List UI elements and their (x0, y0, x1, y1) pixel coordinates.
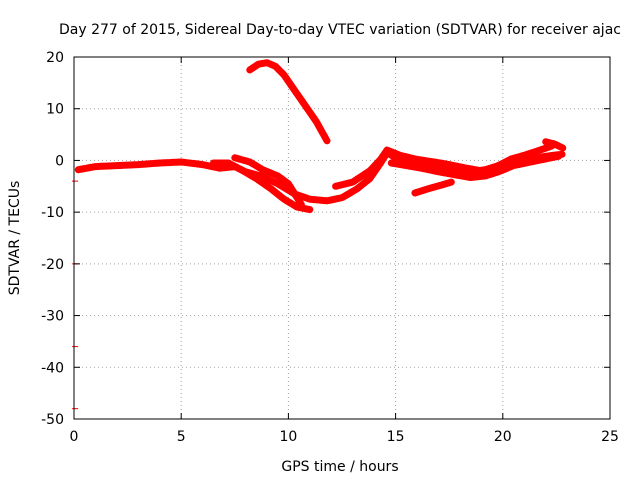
y-tick-label: 10 (46, 102, 64, 118)
x-axis-label: GPS time / hours (281, 459, 398, 475)
axis-ticks: 0 5 10 15 20 25 20 10 0 -10 -20 -30 -40 -50 (41, 50, 619, 445)
series-core-track-loop (233, 156, 303, 206)
y-tick-label: 0 (55, 153, 64, 169)
y-tick-label: 20 (46, 50, 64, 66)
x-tick-label: 5 (177, 429, 186, 445)
x-tick-label: 20 (494, 429, 512, 445)
series-core-track-upper (334, 144, 554, 188)
series-core-track-short (413, 180, 453, 195)
y-tick-label: -50 (41, 412, 64, 428)
x-tick-label: 15 (387, 429, 405, 445)
x-tick-label: 0 (70, 429, 79, 445)
series-layer (72, 59, 567, 410)
grid (74, 57, 610, 419)
plot-frame (73, 56, 611, 420)
y-tick-label: -20 (41, 257, 64, 273)
series-core-track-arc (248, 61, 329, 143)
y-tick-label: -40 (41, 360, 64, 376)
series-core-track-dip (211, 161, 312, 212)
x-tick-label: 10 (279, 429, 297, 445)
y-tick-label: -30 (41, 309, 64, 325)
series-core-track-lower (389, 154, 560, 179)
series-core-track-end (544, 140, 565, 150)
chart-title: Day 277 of 2015, Sidereal Day-to-day VTE… (59, 22, 621, 38)
y-tick-label: -10 (41, 205, 64, 221)
y-axis-label: SDTVAR / TECUs (7, 181, 23, 296)
x-tick-label: 25 (601, 429, 619, 445)
